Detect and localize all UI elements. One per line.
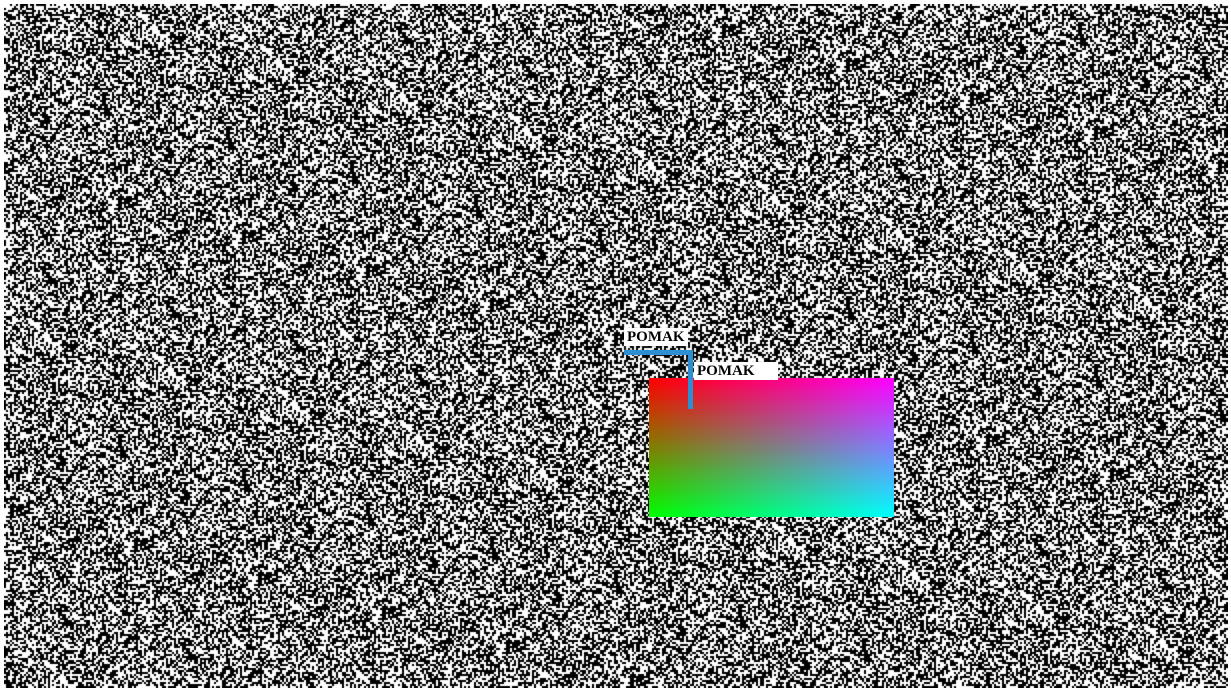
noise-background [4,4,1228,688]
corner-marker-icon-vertical [688,350,693,409]
corner-marker-icon-horizontal [624,350,693,355]
color-gradient-panel[interactable] [649,378,894,517]
pomak-label-1[interactable]: POMAK [624,328,688,346]
pomak-label-2[interactable]: POMAK [694,362,778,380]
